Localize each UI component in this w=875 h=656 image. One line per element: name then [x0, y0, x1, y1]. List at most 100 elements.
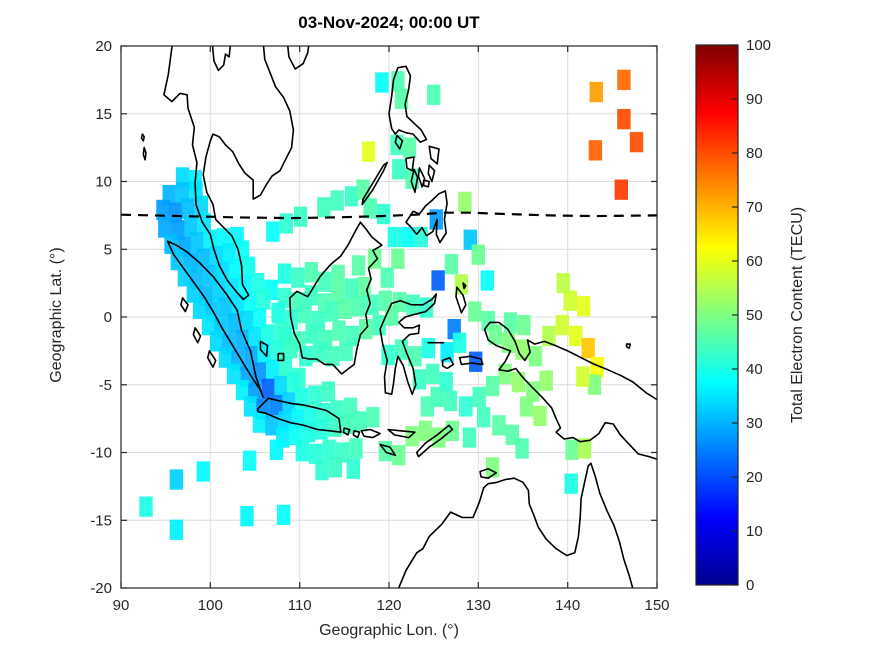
colorbar: 0 10 20 30 40 50 60 70 80 90 100 [695, 37, 771, 594]
tec-cell [349, 438, 363, 459]
tec-cell [485, 375, 500, 397]
tec-cell [265, 415, 279, 436]
colorbar-gradient [695, 44, 739, 586]
tec-cell [279, 213, 293, 234]
tec-cell [617, 109, 631, 130]
coastline [180, 297, 189, 313]
coastline [379, 443, 397, 456]
tec-cell [468, 301, 482, 322]
x-tick-labels: 90 100 110 120 130 140 150 [113, 597, 670, 614]
coastline [206, 350, 217, 368]
tec-cell [243, 396, 258, 417]
tec-cell [303, 405, 318, 427]
coastline [405, 190, 448, 244]
tec-cell [443, 390, 458, 412]
tec-cell [366, 407, 380, 428]
x-tick-label: 140 [555, 597, 580, 614]
tec-cell [286, 371, 301, 393]
tec-cell [231, 294, 245, 315]
tec-cell [488, 324, 502, 345]
tec-cell [368, 248, 382, 269]
tec-cell [588, 140, 603, 161]
tec-cell [317, 197, 331, 218]
tec-cell [344, 186, 359, 207]
coastline [360, 428, 381, 439]
tec-cell [235, 329, 250, 351]
x-tick-label: 110 [288, 597, 312, 614]
tec-cell [581, 338, 595, 359]
tec-cell [328, 457, 343, 478]
tec-cell [331, 264, 345, 286]
tec-cell [312, 342, 326, 363]
tec-cell [363, 198, 377, 219]
tec-cell [344, 278, 359, 299]
tec-cell [318, 271, 332, 292]
tec-cell [394, 339, 409, 360]
tec-cell [391, 248, 405, 269]
tec-cell [402, 137, 417, 158]
tec-cell [266, 359, 280, 380]
colorbar-tick-label: 90 [746, 91, 763, 108]
tec-cell [471, 244, 485, 265]
tec-cell [462, 427, 477, 448]
coastline [166, 240, 264, 398]
tec-cell [240, 310, 254, 332]
tec-cell [511, 371, 526, 393]
tec-cell [260, 324, 275, 345]
coastline [625, 343, 631, 349]
tec-cell [201, 315, 216, 336]
tec-cell [431, 270, 445, 291]
colorbar-tick-label: 10 [746, 523, 763, 540]
tec-cell [203, 229, 217, 250]
tec-cell [190, 232, 204, 253]
tec-cell [294, 388, 309, 409]
tec-cell [418, 420, 433, 441]
x-tick-label: 100 [198, 597, 223, 614]
tec-cell [408, 346, 422, 367]
tec-cell [480, 270, 494, 291]
tec-cell [169, 519, 184, 540]
tec-cell [251, 273, 265, 294]
tec-cell [340, 413, 354, 435]
tec-cell [257, 289, 271, 310]
y-tick-label: 0 [104, 309, 112, 326]
coastline [361, 161, 388, 206]
coastline [192, 327, 202, 344]
y-tick-label: -10 [90, 445, 112, 462]
tec-cell [338, 298, 352, 319]
tec-cell [192, 298, 207, 319]
coastline [277, 352, 285, 362]
coastline [256, 397, 342, 433]
tec-cell [401, 226, 415, 248]
coastline [397, 462, 634, 588]
coastline [286, 46, 310, 70]
tec-cell [242, 450, 257, 471]
tec-cell [242, 256, 256, 277]
coastline [427, 164, 436, 183]
x-axis-label: Geographic Lon. (°) [319, 622, 459, 639]
tec-cell [270, 340, 284, 361]
tec-cell [427, 84, 441, 105]
tec-cell [177, 266, 192, 287]
coastline [458, 355, 484, 366]
tec-cell [274, 321, 288, 342]
tec-cell [293, 206, 308, 227]
colorbar-tick-label: 0 [746, 577, 754, 594]
tec-cell [305, 323, 319, 344]
tec-cell [515, 339, 529, 360]
coastline [455, 286, 467, 314]
tec-cell [556, 273, 570, 294]
tec-cell [357, 277, 371, 298]
y-tick-label: -5 [99, 377, 112, 394]
colorbar-tick-label: 60 [746, 253, 763, 270]
tec-cell [317, 403, 331, 424]
tec-cell [472, 386, 486, 408]
tec-cell [361, 141, 376, 162]
tec-cell [218, 297, 233, 318]
tec-cell [248, 327, 262, 348]
tec-cell [421, 338, 435, 359]
tec-cell [469, 351, 483, 372]
tec-cell [271, 302, 285, 324]
coastline [428, 145, 440, 165]
x-tick-label: 120 [376, 597, 401, 614]
